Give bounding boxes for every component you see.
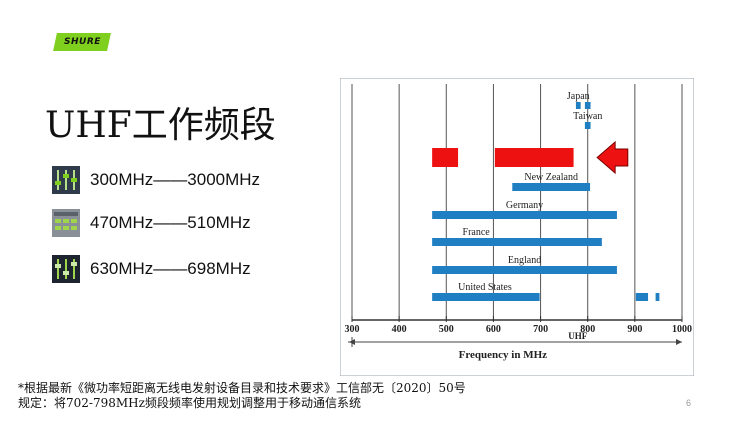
country-label: New Zealand <box>524 172 578 183</box>
country-label: Germany <box>506 200 543 211</box>
country-label: United States <box>458 282 512 293</box>
allocation-bar <box>432 293 540 301</box>
band-item-1: 300MHz——3000MHz <box>52 166 260 194</box>
band-item-2: 470MHz——510MHz <box>52 209 251 237</box>
allocation-bar <box>512 183 591 191</box>
x-tick-label: 600 <box>486 324 501 335</box>
allocation-bar <box>432 211 617 219</box>
page-title: UHF工作频段 <box>45 105 276 146</box>
allocation-bar <box>432 266 617 274</box>
frequency-grid-icon <box>52 209 80 237</box>
highlight-band <box>494 148 574 167</box>
allocation-bar <box>584 122 591 129</box>
logo-text: SHURE <box>63 37 101 47</box>
frequency-allocation-chart: Japan Taiwan New Zealand Germany France Engla… <box>339 77 695 377</box>
band-label: 630MHz——698MHz <box>90 259 251 278</box>
x-tick-label: 1000 <box>672 324 692 335</box>
allocation-bar <box>655 293 660 301</box>
highlight-band <box>432 148 459 167</box>
uhf-band-arrow-right <box>676 339 682 345</box>
highlight-arrow <box>596 140 629 175</box>
x-axis-label: Frequency in MHz <box>459 349 548 361</box>
band-label: 470MHz——510MHz <box>90 213 251 232</box>
x-tick-label: 700 <box>533 324 548 335</box>
x-tick-label: 400 <box>392 324 407 335</box>
mixer-sliders-dark-icon <box>52 255 80 283</box>
x-tick-label: 800 <box>580 324 595 335</box>
country-label: Taiwan <box>573 111 602 122</box>
country-label: France <box>463 227 491 238</box>
allocation-bar <box>635 293 649 301</box>
allocation-bar <box>575 102 581 109</box>
shure-logo: SHURE <box>53 33 111 51</box>
x-tick-label: 500 <box>439 324 454 335</box>
x-tick-label: 300 <box>345 324 360 335</box>
chart-svg: Japan Taiwan New Zealand Germany France Engla… <box>339 77 695 377</box>
band-item-3: 630MHz——698MHz <box>52 255 251 283</box>
country-label: England <box>508 255 541 266</box>
mixer-sliders-icon <box>52 166 80 194</box>
allocation-bar <box>584 102 591 109</box>
footnote-line-2: 规定：将702-798MHz频段频率使用规划调整用于移动通信系统 <box>18 396 361 410</box>
allocation-bar <box>432 238 602 246</box>
x-tick-label: 900 <box>627 324 642 335</box>
footnote: *根据最新《微功率短距离无线电发射设备目录和技术要求》工信部无〔2020〕50号… <box>18 381 466 411</box>
uhf-band-label: UHF <box>568 331 588 341</box>
band-label: 300MHz——3000MHz <box>90 170 261 189</box>
country-label: Japan <box>567 91 590 102</box>
footnote-line-1: *根据最新《微功率短距离无线电发射设备目录和技术要求》工信部无〔2020〕50号 <box>18 381 466 395</box>
page-number: 6 <box>686 398 692 408</box>
